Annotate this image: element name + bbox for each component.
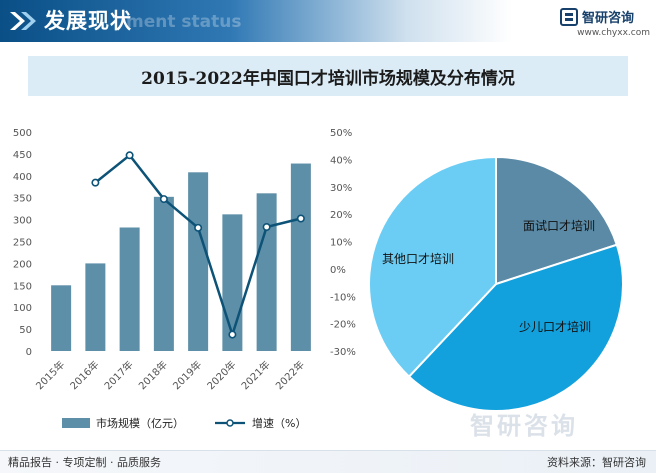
section-subtitle-watermark: ment status	[126, 12, 242, 32]
pie-slice-1	[495, 155, 619, 286]
y-left-tick-label: 250	[13, 238, 32, 249]
x-tick-label: 2022年	[273, 358, 307, 392]
bar-2015年	[51, 285, 72, 351]
x-tick-label: 2020年	[204, 358, 238, 392]
growth-point-2022年	[296, 214, 305, 223]
pie-slice-2	[407, 243, 624, 412]
legend-label-growth: 增速（%）	[252, 416, 306, 430]
y-right-tick-label: 50%	[330, 128, 352, 139]
x-tick-label: 2017年	[101, 358, 135, 392]
y-right-tick-label: 30%	[330, 183, 352, 194]
legend: 市场规模（亿元） 增速（%）	[62, 416, 306, 430]
bar-2021年	[256, 193, 277, 351]
bar-2016年	[85, 263, 106, 351]
pie-label-3: 其他口才培训	[382, 251, 454, 266]
y-left-tick-label: 450	[13, 150, 32, 161]
chart-title: 2015-2022年中国口才培训市场规模及分布情况	[141, 68, 515, 89]
y-right-tick-label: 40%	[330, 155, 352, 166]
x-tick-label: 2021年	[238, 358, 272, 392]
y-left-tick-label: 350	[13, 194, 32, 205]
pie-label-2: 少儿口才培训	[519, 319, 591, 334]
legend-label-market-size: 市场规模（亿元）	[96, 416, 184, 430]
bar-2022年	[290, 163, 311, 351]
y-right-tick-label: -10%	[330, 292, 356, 303]
y-right-tick-label: -30%	[330, 347, 356, 358]
growth-point-2020年	[228, 330, 237, 339]
brand-url: www.chyxx.com	[577, 28, 650, 38]
brand-logo: 智研咨询 www.chyxx.com	[560, 6, 650, 42]
y-left-tick-label: 500	[13, 128, 32, 139]
x-tick-label: 2019年	[170, 358, 204, 392]
bar-2019年	[188, 172, 209, 351]
growth-point-2021年	[262, 222, 271, 231]
y-left-tick-label: 0	[26, 347, 32, 358]
pie-label-1: 面试口才培训	[523, 218, 595, 233]
brand-name: 智研咨询	[582, 11, 635, 26]
y-right-tick-label: 0%	[330, 265, 346, 276]
legend-swatch-market-size	[62, 418, 90, 428]
pie-slice-3	[368, 155, 497, 378]
y-left-tick-label: 50	[19, 325, 32, 336]
footer: 精品报告 · 专项定制 · 品质服务 资料来源：智研咨询	[0, 450, 656, 473]
x-tick-label: 2016年	[67, 358, 101, 392]
double-chevron-icon	[10, 12, 36, 30]
y-right-tick-label: 20%	[330, 210, 352, 221]
brand-logo-icon	[560, 8, 578, 26]
footer-source: 资料来源：智研咨询	[547, 456, 646, 469]
y-left-tick-label: 400	[13, 172, 32, 183]
bar-line-chart: 0 50 100 150 200 250 300 350 400 450 500 -30% -20% -1…	[13, 128, 356, 392]
header-band: 发展现状 ment status	[0, 0, 656, 42]
bar-2017年	[119, 227, 140, 351]
growth-point-2019年	[194, 223, 203, 232]
footer-tagline: 精品报告 · 专项定制 · 品质服务	[8, 456, 161, 469]
legend-marker-growth	[226, 419, 234, 427]
x-tick-label: 2015年	[33, 358, 67, 392]
x-tick-label: 2018年	[136, 358, 170, 392]
y-right-tick-label: 10%	[330, 238, 352, 249]
chart-area: 0 50 100 150 200 250 300 350 400 450 500 -30% -20% -1…	[13, 128, 624, 430]
brand-watermark: 智研咨询	[470, 412, 578, 440]
y-left-tick-label: 100	[13, 303, 32, 314]
growth-point-2018年	[159, 195, 168, 204]
growth-point-2016年	[91, 178, 100, 187]
chart-title-bar: 2015-2022年中国口才培训市场规模及分布情况	[28, 56, 628, 96]
y-left-tick-label: 200	[13, 259, 32, 270]
section-title: 发展现状	[44, 9, 132, 33]
y-right-tick-label: -20%	[330, 320, 356, 331]
y-left-tick-label: 300	[13, 216, 32, 227]
growth-point-2017年	[125, 151, 134, 160]
bar-2018年	[153, 196, 174, 351]
y-left-tick-label: 150	[13, 281, 32, 292]
